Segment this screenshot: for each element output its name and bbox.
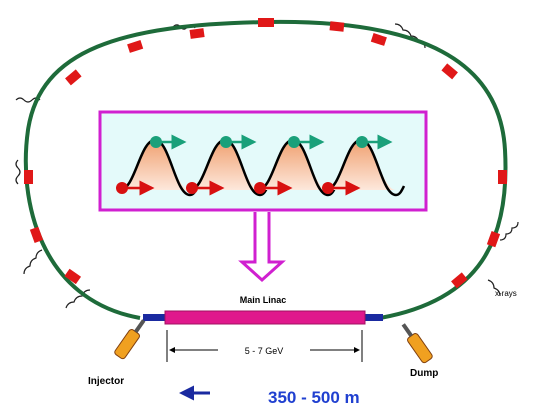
red-bunch	[322, 182, 334, 194]
injector-body	[114, 329, 140, 360]
linac-label: Main Linac	[240, 295, 287, 305]
undulator	[498, 170, 507, 184]
energy-label: 5 - 7 GeV	[245, 346, 284, 356]
length-label: 350 - 500 m	[268, 388, 360, 407]
rf-waves	[116, 134, 406, 197]
injector-label: Injector	[88, 376, 124, 387]
undulator	[24, 170, 33, 184]
red-bunch	[116, 182, 128, 194]
dump	[401, 323, 433, 364]
x-ray	[65, 289, 91, 309]
undulator	[189, 28, 205, 39]
dump-nozzle	[401, 323, 413, 337]
linac-end	[143, 314, 167, 321]
undulator	[65, 69, 82, 86]
injector	[114, 319, 146, 360]
rf-hump	[326, 140, 396, 190]
green-bunch	[288, 136, 300, 148]
undulator	[441, 63, 458, 80]
undulator	[64, 268, 82, 285]
x-ray	[23, 249, 43, 275]
rf-wave	[325, 138, 406, 197]
red-bunch	[186, 182, 198, 194]
red-bunch	[254, 182, 266, 194]
injector-nozzle	[134, 319, 146, 333]
undulator	[370, 33, 387, 46]
green-bunch	[150, 136, 162, 148]
xray-label: x-rays	[495, 289, 517, 298]
undulator	[329, 21, 345, 32]
undulators	[24, 18, 507, 289]
rf-hump	[120, 140, 190, 190]
rf-hump	[258, 140, 328, 190]
rf-wave	[189, 138, 270, 197]
dump-body	[407, 333, 433, 364]
undulator	[29, 226, 44, 243]
main-linac	[164, 310, 366, 325]
x-ray	[487, 279, 501, 297]
undulator	[258, 18, 274, 27]
undulator	[451, 272, 468, 289]
dump-label: Dump	[410, 368, 438, 379]
x-ray	[499, 221, 519, 241]
undulator	[486, 231, 501, 248]
undulator	[127, 40, 144, 53]
down-arrow	[238, 212, 286, 283]
green-bunch	[356, 136, 368, 148]
rf-wave	[257, 138, 338, 197]
green-bunch	[220, 136, 232, 148]
linac-end	[363, 314, 383, 321]
x-ray	[15, 159, 21, 185]
rf-hump	[190, 140, 260, 190]
